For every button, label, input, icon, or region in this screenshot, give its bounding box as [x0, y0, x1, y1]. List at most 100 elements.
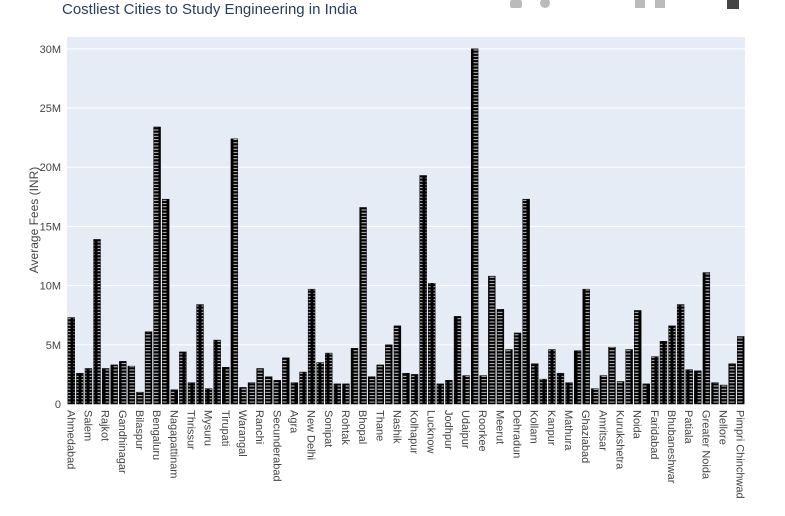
x-tick-label: Sonipat	[322, 410, 334, 447]
bar	[67, 317, 75, 405]
bar	[539, 378, 547, 405]
bar	[222, 367, 230, 405]
bar	[144, 331, 153, 405]
bar	[625, 349, 633, 405]
x-tick-label: Thrissur	[184, 410, 196, 450]
x-tick-label: Jodhpur	[442, 410, 454, 450]
bar	[556, 372, 565, 405]
bar	[393, 325, 402, 405]
bar	[445, 380, 453, 405]
bar	[187, 382, 196, 405]
bar	[307, 288, 316, 405]
y-tick-label: 30M	[40, 44, 61, 56]
chart-title: Costliest Cities to Study Engineering in…	[62, 1, 358, 18]
bar	[496, 309, 505, 405]
x-tick-label: Udaipur	[459, 410, 471, 449]
bar	[513, 332, 522, 405]
bar	[582, 288, 590, 405]
modebar[interactable]	[510, 0, 739, 9]
bar	[119, 361, 127, 405]
x-tick-label: Nagapattinam	[167, 410, 179, 479]
x-tick-label: Gandhinagar	[116, 410, 128, 474]
bar	[230, 138, 239, 405]
bar	[651, 356, 659, 405]
bar	[685, 369, 693, 405]
x-tick-label: Faridabad	[648, 410, 660, 460]
bar	[282, 357, 290, 405]
x-tick-label: Bhubaneshwar	[665, 410, 677, 484]
bar	[599, 375, 608, 405]
bar	[273, 380, 281, 405]
x-tick-label: Dehradun	[511, 410, 523, 458]
x-tick-label: Ghaziabad	[579, 410, 591, 463]
x-tick-label: Nashik	[390, 410, 402, 444]
bar	[737, 336, 745, 405]
bar	[470, 48, 479, 405]
bar	[402, 372, 410, 405]
x-tick-label: Secunderabad	[270, 410, 282, 482]
y-tick-label: 25M	[40, 103, 61, 115]
bar	[548, 349, 556, 405]
x-tick-label: Agra	[287, 410, 299, 434]
bar	[419, 175, 427, 405]
x-tick-label: Kolhapur	[408, 410, 420, 454]
x-tick-label: Kurukshetra	[614, 410, 626, 470]
bar	[316, 362, 324, 405]
bar	[385, 344, 393, 405]
bar	[376, 364, 384, 405]
x-tick-label: Bengaluru	[150, 410, 162, 460]
bar	[410, 374, 419, 405]
bar	[659, 341, 668, 405]
bar	[256, 368, 264, 405]
bar	[239, 387, 247, 405]
bar	[642, 383, 650, 405]
bar	[213, 339, 221, 405]
bar	[505, 349, 513, 405]
bar	[265, 376, 273, 405]
x-tick-label: Amritsar	[596, 410, 608, 451]
x-tick-label: Patiala	[682, 410, 694, 445]
bar	[591, 388, 599, 405]
x-tick-label: Pimpri Chinchwad	[734, 410, 746, 499]
bar	[179, 351, 187, 405]
bar	[359, 207, 367, 405]
bar	[573, 350, 582, 405]
x-tick-label: Rohtak	[339, 410, 351, 445]
x-tick-label: Mathura	[562, 410, 574, 451]
x-tick-label: Nellore	[717, 410, 729, 445]
bar	[170, 389, 178, 405]
x-tick-label: Noida	[631, 410, 643, 440]
x-tick-label: Kanpur	[545, 410, 557, 446]
bar	[462, 375, 470, 405]
bar	[162, 198, 170, 405]
y-tick-label: 15M	[40, 221, 61, 233]
bar	[522, 198, 530, 405]
bar	[694, 370, 702, 405]
bar	[531, 363, 539, 405]
bar	[101, 368, 110, 405]
x-tick-label: Lucknow	[425, 410, 437, 453]
x-tick-label: Kollam	[528, 410, 540, 444]
x-tick-label: New Delhi	[305, 410, 317, 460]
bar	[608, 346, 616, 405]
bar	[290, 382, 299, 405]
bar	[136, 391, 144, 405]
x-tick-label: Rajkot	[99, 410, 111, 441]
y-tick-label: 0	[55, 399, 61, 411]
bar	[76, 372, 84, 405]
x-tick-label: Greater Noida	[699, 410, 711, 480]
bar	[299, 371, 307, 405]
bar	[616, 381, 625, 405]
bar	[247, 382, 256, 405]
bar	[565, 382, 573, 405]
bar	[436, 383, 445, 405]
bar	[325, 352, 333, 405]
x-tick-label: Warangal	[236, 410, 248, 457]
bar	[196, 304, 204, 405]
bar	[333, 383, 342, 405]
bar	[367, 376, 376, 405]
x-tick-label: Bilaspur	[133, 410, 145, 450]
bar	[702, 272, 711, 405]
x-tick-label: Mysuru	[202, 410, 214, 446]
bar	[453, 316, 462, 405]
